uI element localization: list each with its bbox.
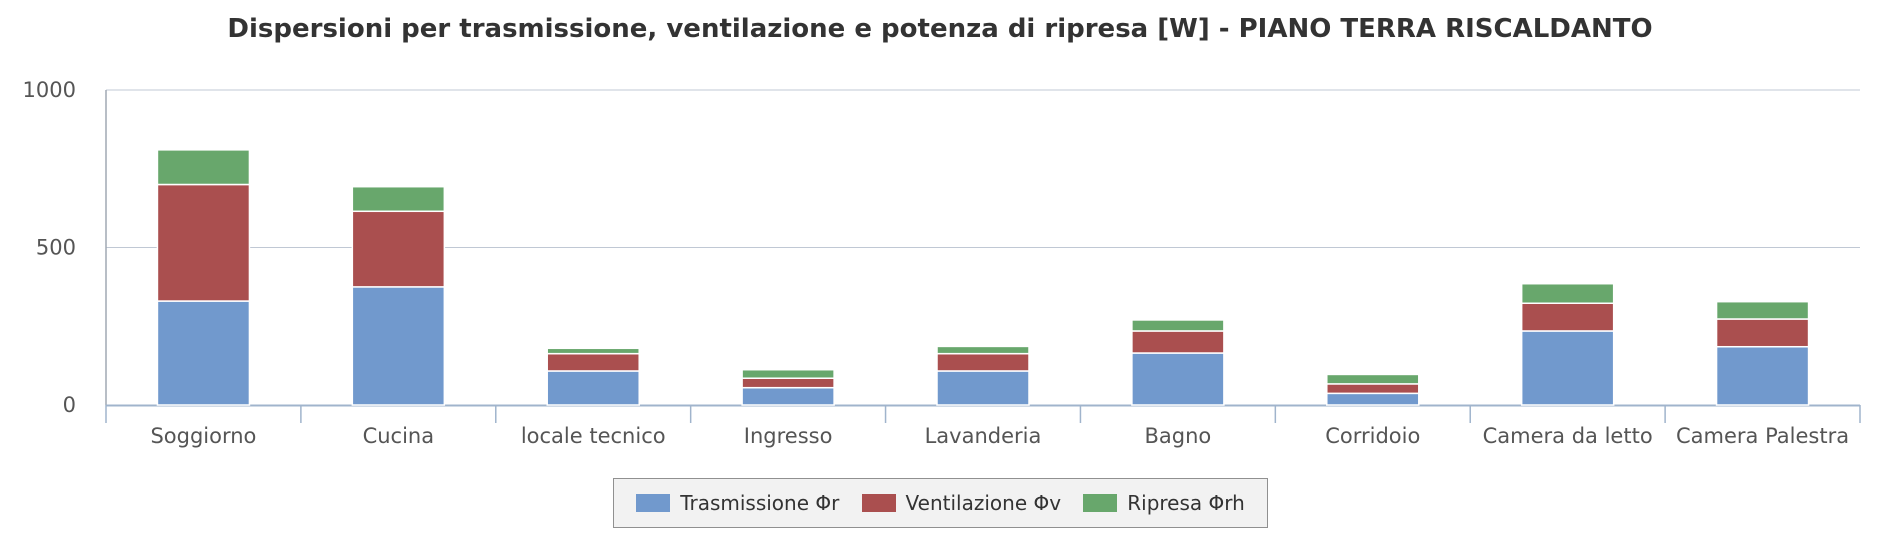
bar-8-series-1[interactable] (1715, 318, 1810, 348)
bar-4-series-1[interactable] (936, 352, 1030, 372)
bar-6-series-2[interactable] (1326, 373, 1420, 385)
bar-2-series-1[interactable] (546, 352, 640, 372)
x-tick-label-3: Ingresso (744, 424, 833, 448)
bar-3-series-1[interactable] (741, 377, 835, 389)
bar-8-series-2[interactable] (1715, 300, 1810, 320)
bar-1-series-2[interactable] (351, 185, 446, 213)
y-tick-label-1: 500 (36, 236, 76, 260)
bar-7-series-2[interactable] (1520, 282, 1615, 305)
x-tick-label-2: locale tecnico (521, 424, 666, 448)
bar-6-series-0[interactable] (1326, 392, 1420, 406)
x-tick-label-8: Camera Palestra (1676, 424, 1849, 448)
x-tick-label-6: Corridoio (1325, 424, 1420, 448)
bar-7-series-0[interactable] (1520, 330, 1615, 406)
tick-labels: 0 500 1000 Soggiorno Cucina locale tecnico Ing… (23, 78, 1850, 448)
x-tick-label-1: Cucina (363, 424, 435, 448)
bar-8-series-0[interactable] (1715, 345, 1810, 406)
x-tick-label-0: Soggiorno (150, 424, 256, 448)
legend: Trasmissione Φr Ventilazione Φv Ripresa … (613, 478, 1268, 528)
legend-item-series-1[interactable]: Ventilazione Φv (861, 491, 1062, 515)
legend-swatch-series-1 (861, 494, 896, 512)
bar-5-series-1[interactable] (1131, 330, 1225, 354)
chart-title: Dispersioni per trasmissione, ventilazio… (227, 14, 1653, 44)
legend-label-series-2: Ripresa Φrh (1127, 491, 1245, 515)
legend-label-series-0: Trasmissione Φr (680, 491, 840, 515)
legend-item-series-2[interactable]: Ripresa Φrh (1083, 491, 1245, 515)
bars (156, 149, 1810, 406)
bar-3-series-2[interactable] (741, 368, 835, 379)
bar-6-series-1[interactable] (1326, 383, 1420, 395)
bar-1-series-1[interactable] (351, 210, 446, 288)
bar-1-series-0[interactable] (351, 286, 446, 406)
bar-5-series-2[interactable] (1131, 319, 1225, 332)
legend-label-series-1: Ventilazione Φv (905, 491, 1062, 515)
y-tick-label-2: 1000 (23, 78, 76, 102)
bar-0-series-1[interactable] (156, 183, 251, 302)
bar-5-series-0[interactable] (1131, 352, 1225, 406)
bar-4-series-0[interactable] (936, 370, 1030, 406)
bar-0-series-2[interactable] (156, 149, 251, 186)
x-tick-label-7: Camera da letto (1483, 424, 1653, 448)
bar-4-series-2[interactable] (936, 345, 1030, 355)
bar-3-series-0[interactable] (741, 386, 835, 406)
x-tick-label-5: Bagno (1145, 424, 1212, 448)
bar-0-series-0[interactable] (156, 300, 251, 406)
bar-7-series-1[interactable] (1520, 302, 1615, 332)
legend-item-series-0[interactable]: Trasmissione Φr (636, 491, 839, 515)
bar-2-series-2[interactable] (546, 347, 640, 355)
bar-2-series-0[interactable] (546, 370, 640, 406)
y-tick-label-0: 0 (63, 393, 76, 417)
x-tick-label-4: Lavanderia (925, 424, 1042, 448)
legend-swatch-series-0 (636, 494, 671, 512)
legend-swatch-series-2 (1083, 494, 1118, 512)
